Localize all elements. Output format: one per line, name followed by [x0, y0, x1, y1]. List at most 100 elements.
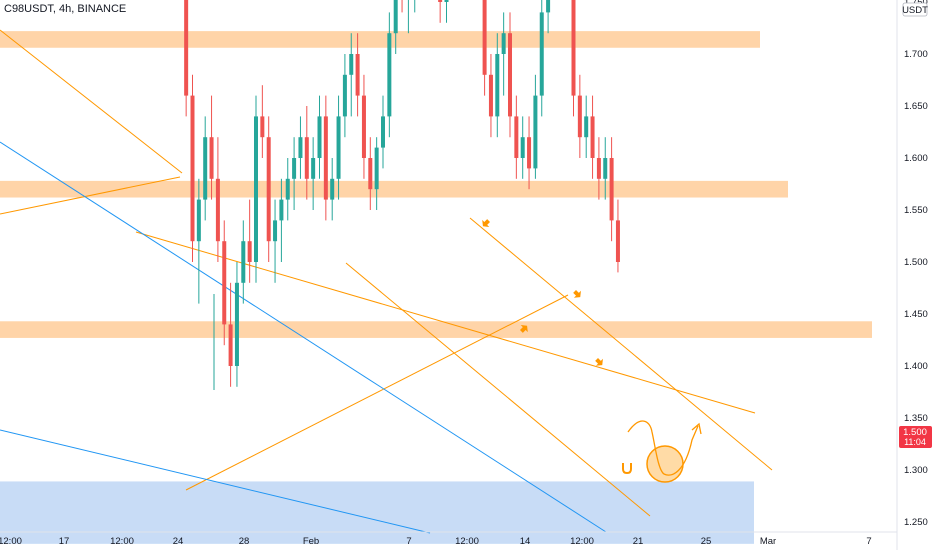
trend-line-blue — [0, 429, 431, 534]
x-tick-label: 28 — [239, 536, 250, 547]
y-tick-label: 1.500 — [904, 257, 928, 268]
candle — [260, 85, 265, 158]
candle — [520, 116, 525, 179]
candle — [539, 0, 544, 117]
trend-line-orange — [185, 294, 569, 491]
candle — [495, 33, 500, 138]
candle — [330, 158, 335, 221]
zone-orange — [0, 321, 872, 338]
trendline-layer — [0, 29, 773, 534]
candle — [368, 137, 373, 210]
x-tick-label: Mar — [760, 536, 776, 547]
candle — [215, 137, 220, 262]
down-arrow-icon — [520, 325, 528, 333]
candle — [292, 137, 297, 210]
x-tick-label: 14 — [520, 536, 531, 547]
candle — [279, 178, 284, 262]
x-tick-label: Feb — [303, 536, 319, 547]
y-tick-label: 1.550 — [904, 205, 928, 216]
magnet-icon — [622, 463, 632, 474]
candle — [298, 116, 303, 179]
candle — [209, 95, 214, 200]
last-price-value: 1.500 — [903, 427, 927, 438]
candle — [546, 0, 551, 34]
currency-label: USDT — [902, 2, 928, 17]
candle — [184, 0, 189, 117]
candle-layer — [184, 0, 620, 387]
candle — [285, 158, 290, 221]
y-tick-label: 1.400 — [904, 361, 928, 372]
candle — [349, 33, 354, 117]
candle — [317, 95, 322, 179]
up-arrow-icon — [482, 219, 490, 227]
candle — [444, 0, 449, 23]
down-arrow-icon — [595, 358, 603, 366]
candle — [603, 137, 608, 200]
last-price-label: 1.500 11:04 — [899, 426, 932, 448]
candle — [190, 74, 195, 262]
candle — [401, 0, 403, 13]
trend-line-orange — [345, 262, 651, 517]
chart-title: C98USDT, 4h, BINANCE — [4, 3, 127, 15]
candle — [533, 74, 538, 179]
y-tick-label: 1.450 — [904, 309, 928, 320]
y-axis-ticks: 1.250 1.300 1.350 1.400 1.450 1.500 1.550 1.600… — [904, 0, 928, 528]
last-price-countdown: 11:04 — [904, 437, 926, 447]
y-tick-label: 1.600 — [904, 153, 928, 164]
currency-text: USDT — [902, 5, 928, 16]
zone-orange — [0, 180, 788, 198]
candle — [501, 12, 506, 96]
x-tick-label: 25 — [701, 536, 712, 547]
candle — [222, 220, 227, 346]
candle — [234, 262, 239, 387]
candle — [508, 12, 512, 138]
candle — [228, 282, 233, 387]
candle — [254, 95, 258, 283]
x-tick-label: 12:00 — [455, 536, 479, 547]
candle — [514, 95, 519, 179]
trend-line-blue — [0, 141, 607, 533]
down-arrow-icon — [573, 290, 581, 298]
x-tick-label: 24 — [173, 536, 184, 547]
candle — [342, 54, 347, 138]
candle — [311, 137, 316, 210]
y-tick-label: 1.350 — [904, 413, 928, 424]
trend-line-orange — [0, 176, 181, 215]
candle — [482, 0, 487, 96]
axis-layer — [0, 0, 898, 550]
candle — [393, 0, 398, 54]
target-circle — [646, 445, 684, 483]
x-tick-label: 12:00 — [570, 536, 594, 547]
trend-line-orange — [0, 29, 183, 174]
y-tick-label: 1.650 — [904, 101, 928, 112]
candle — [381, 95, 385, 169]
y-tick-label: 1.700 — [904, 49, 928, 60]
trend-line-orange — [135, 231, 756, 414]
candle — [414, 0, 416, 13]
candle — [336, 95, 341, 200]
trend-line-orange — [469, 217, 773, 471]
candle — [609, 137, 614, 242]
candle — [374, 137, 379, 210]
candle — [488, 54, 493, 138]
candle — [571, 0, 576, 117]
candle — [387, 12, 392, 138]
zone-blue — [0, 481, 754, 544]
candle — [323, 95, 328, 221]
x-tick-label: 12:00 — [110, 536, 134, 547]
candle — [241, 220, 246, 304]
projection-path — [627, 420, 699, 476]
x-tick-label: 17 — [59, 536, 70, 547]
y-tick-label: 1.250 — [904, 517, 928, 528]
y-tick-label: 1.300 — [904, 465, 928, 476]
candle — [196, 178, 201, 304]
candle — [438, 0, 443, 23]
candle — [273, 199, 278, 283]
zone-orange — [0, 31, 760, 48]
candle — [355, 33, 360, 117]
x-tick-label: 7 — [406, 536, 411, 547]
x-tick-label: 7 — [866, 536, 871, 547]
x-tick-label: 12:00 — [0, 536, 22, 547]
x-tick-label: 21 — [633, 536, 644, 547]
